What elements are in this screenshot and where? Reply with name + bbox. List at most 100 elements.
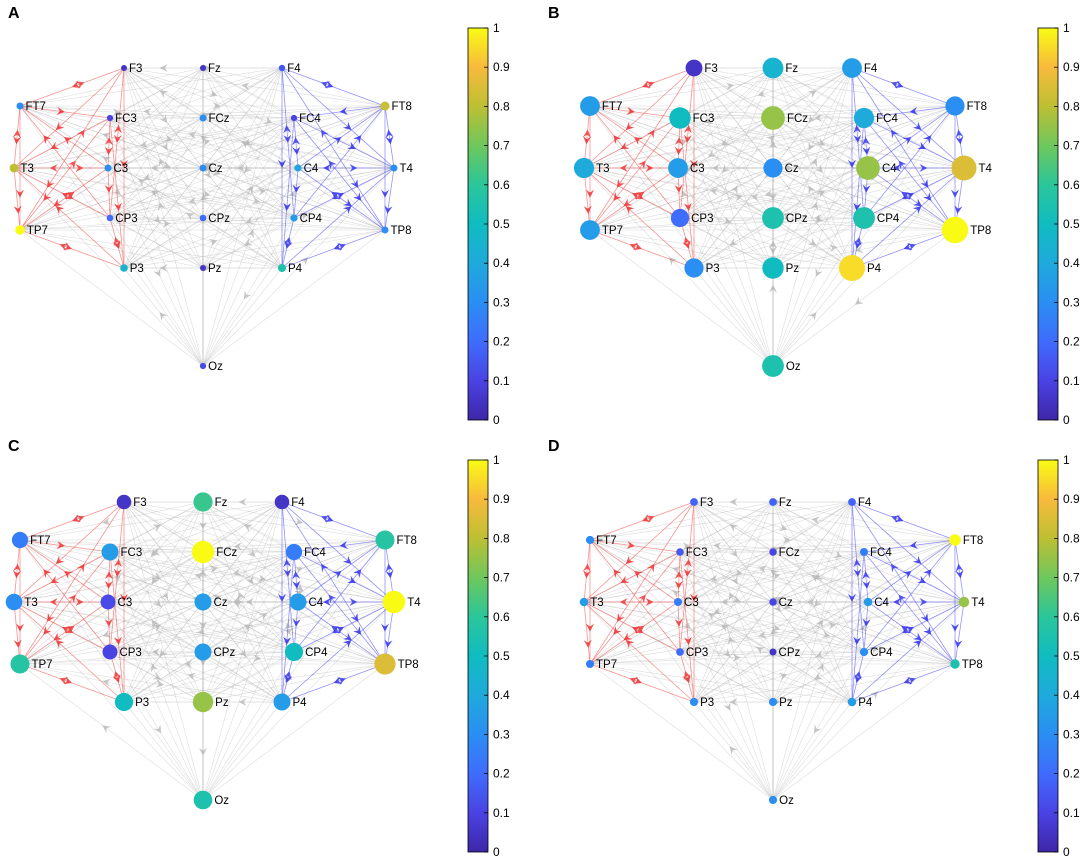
edge-gray: [589, 117, 865, 231]
electrode-node: [769, 498, 777, 506]
edge-gray: [693, 67, 956, 231]
edge-gray: [123, 501, 204, 703]
electrode-node: [684, 258, 704, 278]
edge-gray: [109, 651, 283, 703]
electrode-label: FT7: [25, 101, 45, 113]
left-edges-line: [13, 117, 111, 169]
edge-gray: [202, 651, 295, 703]
right-edges-arrow: [917, 575, 926, 583]
electrode-label: Fz: [779, 497, 792, 509]
edge-arrow-gray: [814, 598, 823, 607]
colorbar-tick-label: 0.3: [493, 727, 510, 741]
colorbar-tick-label: 0: [1063, 845, 1070, 859]
left-edges-arrow: [49, 164, 58, 172]
electrode-t4: T4: [390, 163, 414, 175]
edge-gray: [19, 105, 395, 169]
electrode-label: C4: [309, 597, 324, 609]
right-edges-line: [293, 551, 395, 603]
edge-arrow-gray: [729, 237, 739, 246]
edge-gray: [202, 501, 295, 653]
edge-arrow-gray: [764, 189, 774, 198]
left-edges-line: [589, 601, 679, 665]
edge-gray: [772, 67, 853, 269]
right-edges-arrow: [283, 568, 292, 577]
edge-gray: [123, 167, 395, 269]
right-edges-arrow: [323, 164, 331, 172]
edge-arrow-gray: [152, 624, 162, 632]
electrode-node: [200, 265, 206, 271]
edge-arrow-gray: [721, 648, 731, 657]
edge-gray: [679, 217, 774, 367]
panel-label: A: [8, 5, 20, 22]
edge-gray: [772, 539, 956, 801]
edge-gray: [772, 539, 956, 603]
edge-gray: [589, 539, 774, 553]
electrode-node: [278, 64, 286, 72]
edge-gray: [677, 601, 956, 665]
edge-gray: [202, 117, 295, 219]
edge-gray: [109, 117, 204, 219]
edge-arrow-gray: [251, 196, 261, 205]
electrode-ft7: FT7: [16, 101, 46, 113]
left-edges-arrow: [684, 202, 692, 211]
edge-gray: [589, 167, 965, 231]
electrode-label: CP3: [691, 213, 713, 225]
left-edges-line: [19, 539, 111, 653]
edge-arrow-gray: [833, 550, 843, 558]
right-edges-arrow: [954, 205, 963, 214]
electrode-label: F3: [133, 497, 146, 509]
edge-gray: [589, 501, 853, 541]
edge-gray: [19, 117, 295, 231]
edge-arrow-gray: [233, 601, 243, 610]
edge-gray: [772, 501, 853, 603]
edge-gray: [772, 551, 853, 703]
edge-arrow-gray: [158, 158, 167, 167]
left-edges-arrow: [645, 81, 655, 89]
electrode-label: FC4: [304, 547, 326, 559]
edge-gray: [772, 701, 853, 801]
right-edges-arrow: [955, 563, 964, 573]
electrode-label: FT7: [30, 535, 50, 547]
edge-gray: [109, 217, 283, 269]
electrode-label: TP8: [390, 225, 411, 237]
electrode-node: [274, 494, 290, 510]
right-edges-arrow: [913, 632, 922, 641]
left-edges-arrow: [72, 80, 81, 88]
left-edges-line: [679, 117, 695, 269]
left-edges-arrow: [64, 625, 74, 633]
edge-arrow-gray: [153, 268, 161, 277]
electrode-f4: F4: [278, 63, 301, 75]
right-edges-arrow: [283, 237, 292, 246]
edge-arrow-gray: [208, 89, 218, 98]
electrode-node: [579, 597, 589, 607]
electrode-f4: F4: [848, 497, 872, 509]
electrode-node: [669, 107, 691, 129]
electrode-label: FC4: [870, 547, 892, 559]
electrode-cz: Cz: [769, 597, 793, 609]
edge-arrow-gray: [212, 102, 221, 110]
edge-gray: [109, 217, 386, 231]
edge-gray: [693, 651, 774, 703]
edge-gray: [679, 167, 774, 219]
edge-arrow-gray: [728, 592, 737, 601]
colorbar-tick-label: 0.4: [493, 256, 510, 270]
electrode-fc4: FC4: [290, 113, 321, 125]
left-edges-arrow: [104, 146, 113, 155]
electrode-cp3: CP3: [676, 647, 708, 659]
right-edges-arrow: [283, 559, 292, 568]
edge-gray: [679, 105, 956, 219]
edge-gray: [202, 551, 295, 603]
edge-gray: [589, 539, 774, 653]
right-edges-arrow: [353, 192, 362, 201]
left-edges-arrow: [47, 613, 55, 622]
electrode-label: Fz: [785, 63, 798, 75]
edge-arrow-gray: [246, 548, 256, 557]
edge-arrow-gray: [808, 185, 816, 195]
edge-arrow-gray: [710, 188, 719, 196]
edge-gray: [679, 167, 965, 219]
electrode-node: [194, 643, 212, 661]
right-edges-arrow: [333, 242, 343, 250]
left-edges-arrow: [634, 571, 643, 579]
right-edges-line: [281, 117, 295, 269]
right-edges-line: [863, 551, 869, 603]
